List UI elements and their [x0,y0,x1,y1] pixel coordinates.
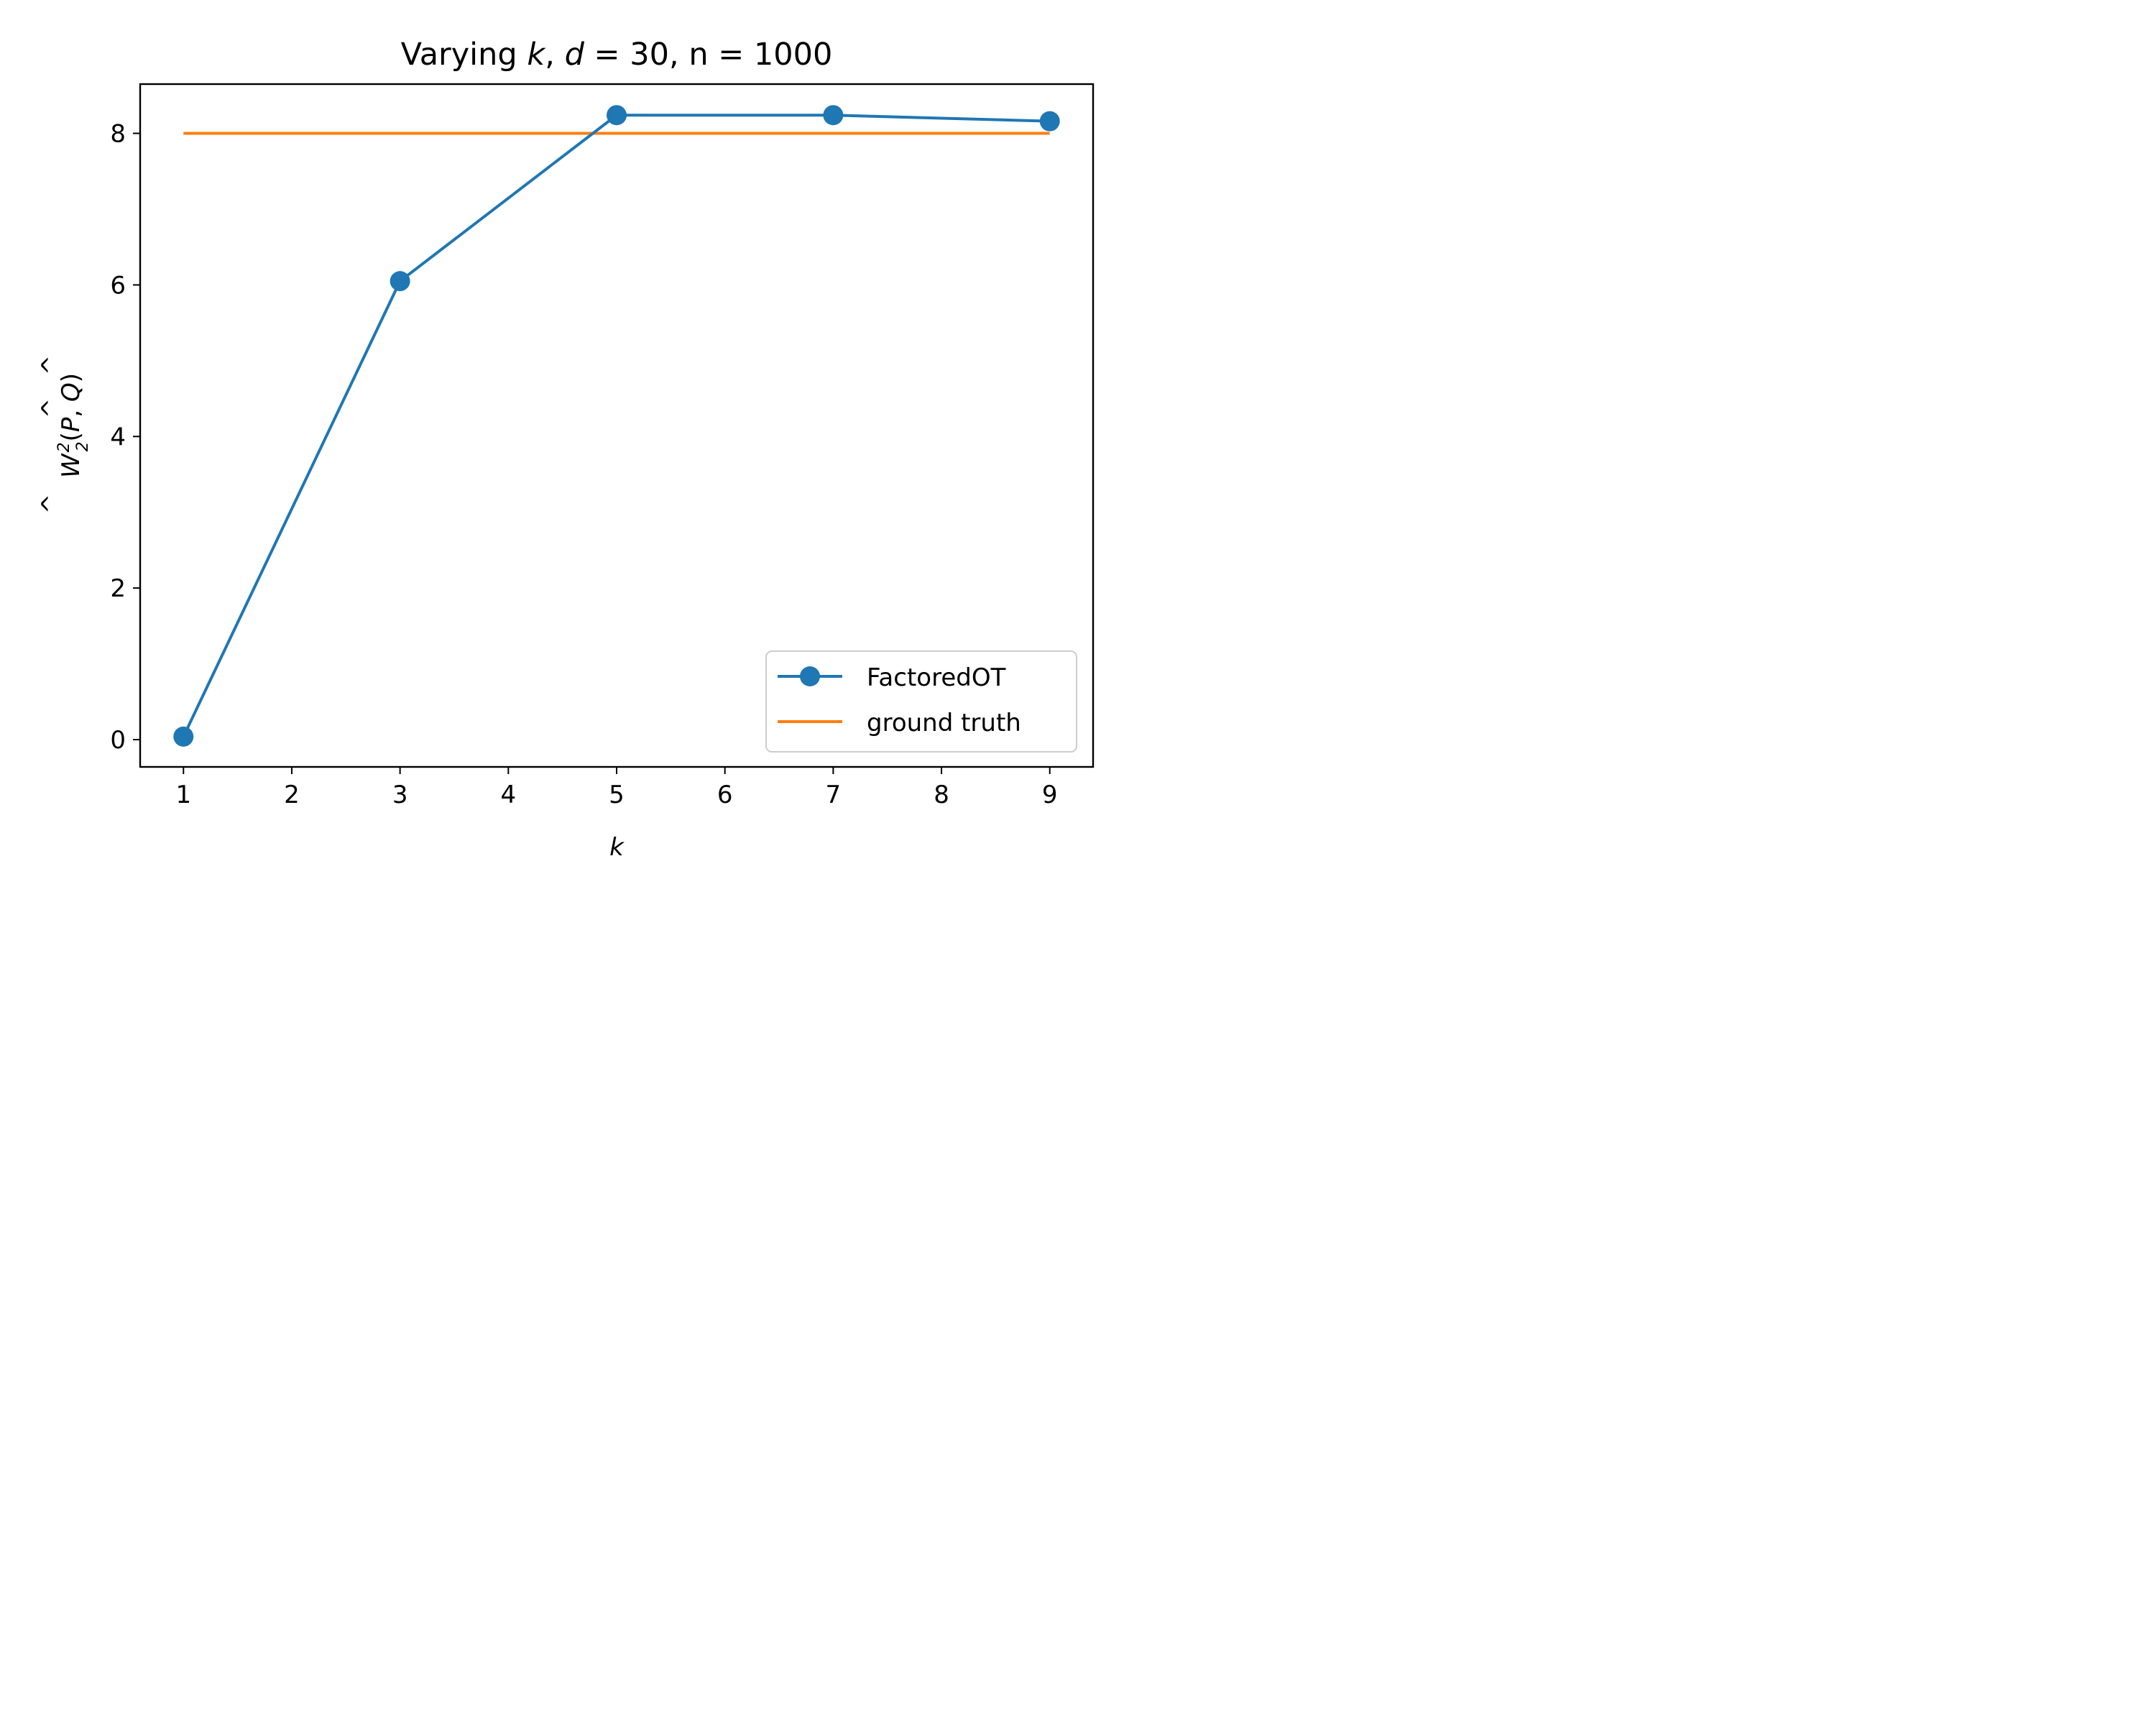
title-d-value: = 30 [584,37,669,73]
legend-box [765,650,1077,753]
y-tick-label: 2 [110,574,126,603]
x-tick-label: 9 [1042,781,1058,809]
data-point-factoredot [607,105,627,126]
data-point-factoredot [173,726,194,747]
legend-label-factoredot: FactoredOT [867,663,1006,692]
title-var-d: d [565,37,585,73]
legend-marker-factoredot [800,666,820,686]
y-axis-label: W22(P, Q) [55,373,92,478]
series-line-factoredot [182,114,1050,737]
title-sep: , [545,37,564,73]
ylabel-hat-W: ^ [37,494,65,515]
data-point-factoredot [823,105,844,126]
x-tick-label: 7 [826,781,842,809]
title-var-k: k [527,37,546,73]
data-point-factoredot [1039,111,1060,132]
x-tick-label: 2 [284,781,300,809]
y-tick-label: 6 [110,271,126,300]
ylabel-hat-P: ^ [37,398,65,419]
data-point-factoredot [390,271,410,292]
ylabel-comma: , [57,402,86,418]
x-tick-label: 1 [175,781,191,809]
x-axis-ticks: 1 2 3 4 5 6 7 8 9 [175,767,1058,809]
ylabel-Q: Q [57,382,86,402]
y-tick-label: 8 [110,120,126,149]
ylabel-close: ) [57,373,86,382]
y-tick-label: 4 [110,423,126,451]
y-tick-label: 0 [110,726,126,755]
ylabel-W: W [57,453,86,478]
chart-title: Varying k, d = 30, n = 1000 [401,37,833,73]
x-axis-label: k [609,833,625,862]
line-chart: Varying k, d = 30, n = 1000 1 2 3 4 5 6 7 8 9 0 2… [37,37,1095,862]
chart-figure: Varying k, d = 30, n = 1000 1 2 3 4 5 6 7 8 9 0 2… [0,0,1127,901]
x-tick-label: 4 [500,781,516,809]
x-tick-label: 8 [934,781,949,809]
x-tick-label: 3 [392,781,408,809]
ylabel-sup: 2 [55,442,73,452]
y-axis-ticks: 0 2 4 6 8 [110,120,140,755]
legend: FactoredOT ground truth [765,650,1077,753]
x-tick-label: 6 [717,781,733,809]
ylabel-open: ( [57,432,86,441]
title-prefix: Varying [401,37,528,73]
series-layer [173,105,1060,747]
ylabel-P: P [57,417,86,432]
ylabel-sub: 2 [74,441,92,451]
legend-label-ground-truth: ground truth [867,709,1021,737]
title-n-part: , n = 1000 [669,37,832,73]
ylabel-hat-Q: ^ [37,355,65,376]
x-tick-label: 5 [609,781,625,809]
